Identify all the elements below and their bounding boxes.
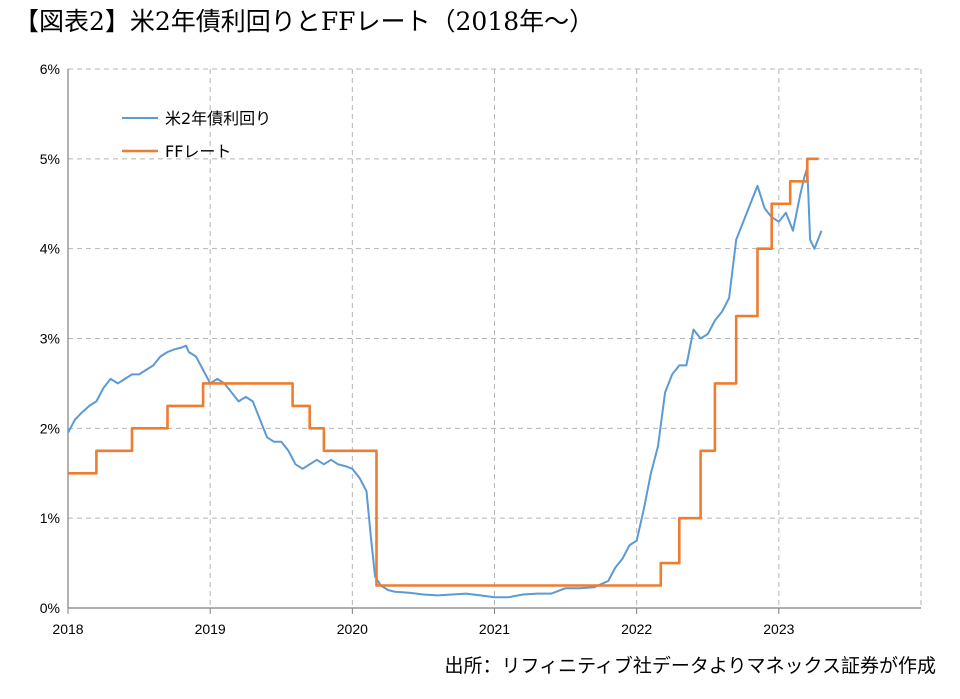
y-tick-label: 1%	[40, 510, 60, 526]
x-tick-label: 2020	[337, 621, 368, 637]
x-tick-label: 2023	[763, 621, 794, 637]
x-tick-label: 2019	[195, 621, 226, 637]
chart-title: 【図表2】米2年債利回りとFFレート（2018年～）	[14, 7, 595, 36]
x-tick-label: 2021	[479, 621, 510, 637]
y-tick-label: 5%	[40, 151, 60, 167]
grid	[68, 68, 922, 608]
x-tick-label: 2022	[621, 621, 652, 637]
legend-label-1: 米2年債利回り	[165, 109, 271, 128]
legend-label-2: FFレート	[165, 142, 231, 161]
x-tick-label: 2018	[52, 621, 83, 637]
series-lines	[67, 157, 823, 599]
series-line-1	[67, 166, 823, 599]
legend: 米2年債利回り FFレート	[122, 109, 271, 161]
axes: 0% 1% 2% 3% 4% 5% 6% 2018 2019 2020 2021 2022 2023	[40, 61, 921, 637]
y-tick-label: 3%	[40, 331, 60, 347]
y-tick-label: 2%	[40, 420, 60, 436]
y-tick-label: 0%	[40, 600, 60, 616]
series-line-2	[68, 157, 819, 587]
source-note: 出所：リフィニティブ社データよりマネックス証券が作成	[444, 655, 936, 677]
y-tick-label: 4%	[40, 241, 60, 257]
y-tick-label: 6%	[40, 61, 60, 77]
